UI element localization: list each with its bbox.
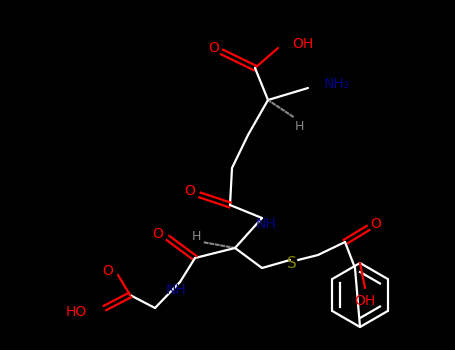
- Text: H: H: [294, 119, 303, 133]
- Text: O: O: [185, 184, 196, 198]
- Text: O: O: [208, 41, 219, 55]
- Text: H: H: [191, 230, 201, 243]
- Text: OH: OH: [292, 37, 313, 51]
- Text: S: S: [287, 257, 297, 272]
- Text: O: O: [102, 264, 113, 278]
- Text: NH: NH: [166, 283, 187, 297]
- Text: HO: HO: [66, 305, 87, 319]
- Text: O: O: [370, 217, 381, 231]
- Text: NH₂: NH₂: [324, 77, 350, 91]
- Text: O: O: [152, 227, 163, 241]
- Text: NH: NH: [256, 217, 276, 231]
- Text: OH: OH: [354, 294, 376, 308]
